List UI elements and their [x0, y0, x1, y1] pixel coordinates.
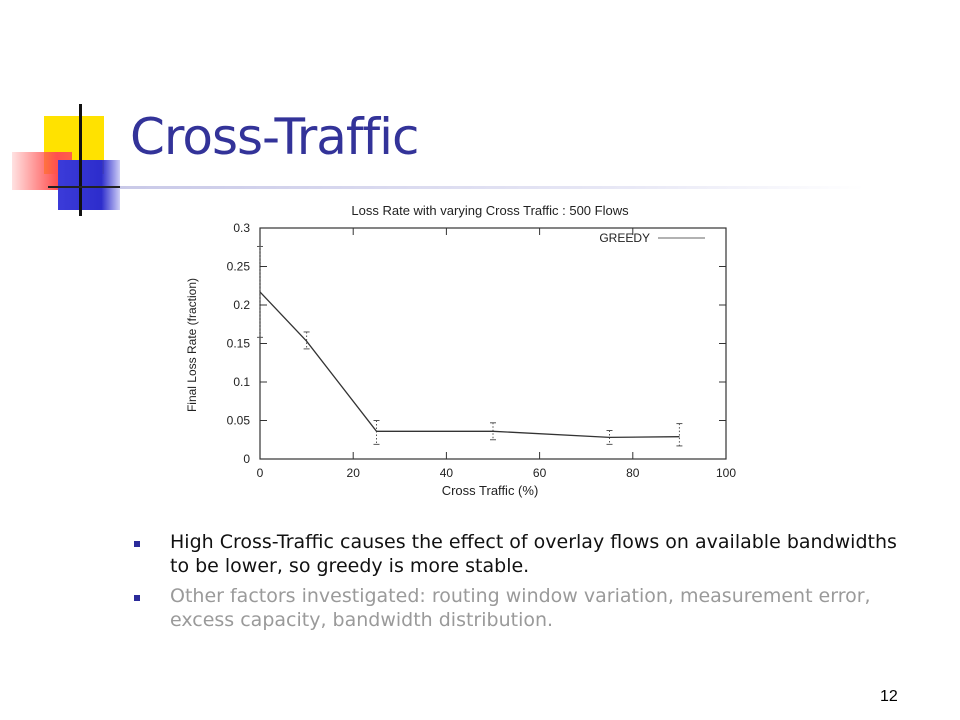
y-tick-label: 0: [243, 452, 250, 466]
x-tick-label: 60: [533, 466, 547, 480]
y-tick-label: 0.25: [227, 260, 251, 274]
bullet-text: High Cross-Traffic causes the effect of …: [170, 531, 897, 577]
chart-x-axis-label: Cross Traffic (%): [442, 483, 539, 498]
y-tick-label: 0.2: [233, 298, 250, 312]
chart-title: Loss Rate with varying Cross Traffic : 5…: [351, 203, 629, 218]
chart-legend: GREEDY: [599, 231, 705, 245]
y-tick-label: 0.3: [233, 221, 250, 235]
x-tick-label: 20: [347, 466, 361, 480]
x-tick-label: 80: [626, 466, 640, 480]
x-tick-label: 0: [257, 466, 264, 480]
error-bars: [257, 245, 683, 447]
plot-area-frame: [259, 227, 727, 460]
page-number: 12: [880, 688, 898, 705]
bullet-item: High Cross-Traffic causes the effect of …: [134, 530, 914, 578]
chart-y-axis-label: Final Loss Rate (fraction): [185, 278, 199, 412]
x-axis-ticks: 0 20 40 60 80 100: [257, 228, 736, 480]
decorative-horizontal-line: [48, 186, 130, 188]
bullet-list: High Cross-Traffic causes the effect of …: [134, 530, 914, 638]
bullet-marker: [134, 541, 140, 547]
bullet-marker: [134, 595, 140, 601]
greedy-series-line: [259, 291, 680, 439]
y-tick-label: 0.05: [227, 414, 251, 428]
bullet-text: Other factors investigated: routing wind…: [170, 585, 871, 631]
y-axis-ticks: 0 0.05 0.1 0.15 0.2 0.25 0.3: [227, 221, 726, 466]
x-tick-label: 40: [440, 466, 454, 480]
legend-label-greedy: GREEDY: [599, 231, 650, 245]
decorative-vertical-line: [79, 104, 82, 216]
title-underline: [120, 186, 865, 189]
y-tick-label: 0.15: [227, 337, 251, 351]
x-tick-label: 100: [716, 466, 736, 480]
loss-rate-chart: Loss Rate with varying Cross Traffic : 5…: [185, 203, 736, 498]
slide-title: Cross-Traffic: [130, 108, 419, 166]
decorative-blue-square: [58, 160, 120, 210]
bullet-item: Other factors investigated: routing wind…: [134, 584, 914, 632]
y-tick-label: 0.1: [233, 375, 250, 389]
